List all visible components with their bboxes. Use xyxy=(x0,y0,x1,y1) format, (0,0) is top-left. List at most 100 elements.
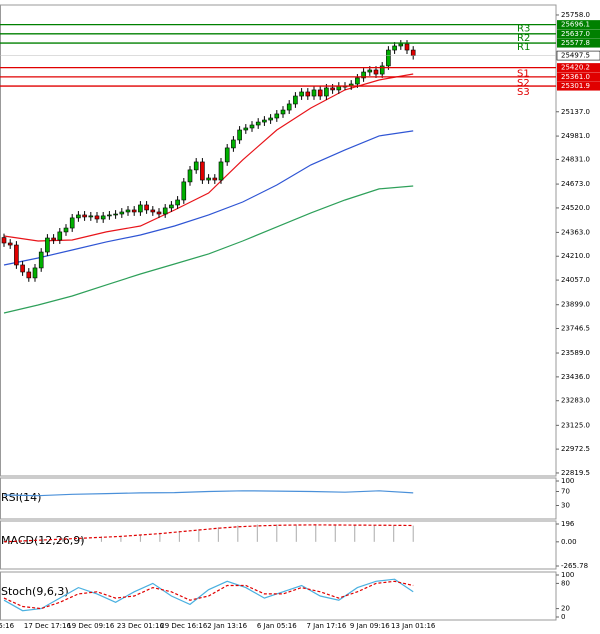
x-tick-label: 9 Jan 09:16 xyxy=(350,622,390,630)
pivot-price-box xyxy=(557,81,600,91)
candle-body xyxy=(268,117,273,121)
candle-body xyxy=(305,91,311,97)
y-tick-label: 0 xyxy=(561,613,565,621)
x-tick-label: 05:16 xyxy=(0,622,15,630)
moving-average xyxy=(3,185,414,314)
y-tick-label: 100 xyxy=(561,477,574,485)
candle-body xyxy=(107,214,112,217)
pivot-price: 25637.0 xyxy=(561,30,590,38)
candle-body xyxy=(392,45,397,51)
y-tick-label: 23589.0 xyxy=(561,349,590,357)
y-tick-label: 23746.5 xyxy=(561,324,590,332)
x-tick-label: 2 Jan 13:16 xyxy=(207,622,247,630)
y-tick-label: 24981.0 xyxy=(561,132,590,140)
candle-body xyxy=(45,237,50,253)
y-tick-label: 22819.5 xyxy=(561,469,590,477)
candle-body xyxy=(162,207,168,215)
candle-body xyxy=(274,113,280,119)
candle-body xyxy=(14,244,19,266)
y-tick-label: 80 xyxy=(561,579,570,587)
y-tick-label: 23283.0 xyxy=(561,397,590,405)
y-tick-label: 23436.0 xyxy=(561,373,590,381)
pivot-name: R2 xyxy=(517,33,530,44)
candle-body xyxy=(324,87,329,97)
candle-body xyxy=(1,237,7,244)
candle-body xyxy=(398,43,404,47)
candle-body xyxy=(69,217,75,229)
pivot-name: R1 xyxy=(517,42,530,53)
moving-average xyxy=(3,130,414,266)
x-tick-label: 13 Jan 01:16 xyxy=(391,622,436,630)
candle-body xyxy=(181,181,187,201)
candle-body xyxy=(131,209,137,213)
y-tick-label: 24831.0 xyxy=(561,155,590,163)
y-tick-label: 22972.5 xyxy=(561,445,590,453)
last-price-box xyxy=(556,50,600,61)
candle-body xyxy=(26,271,32,279)
candle-body xyxy=(299,91,304,97)
candle-body xyxy=(193,161,199,171)
candle-body xyxy=(255,121,261,126)
indicator-line xyxy=(3,578,414,612)
candle-body xyxy=(32,267,38,279)
pivot-name: R3 xyxy=(517,24,530,35)
y-tick-label: 196 xyxy=(561,520,575,528)
candle-body xyxy=(367,69,373,73)
y-tick-label: 24057.0 xyxy=(561,276,590,284)
x-tick-label: 6 Jan 05:16 xyxy=(257,622,297,630)
y-tick-label: 0.00 xyxy=(561,538,577,546)
y-tick-label: 100 xyxy=(561,571,574,579)
candle-body xyxy=(7,242,13,246)
y-tick-label: 25137.0 xyxy=(561,108,590,116)
pivot-name: S1 xyxy=(517,69,530,80)
pivot-price-box xyxy=(557,20,600,30)
candle-body xyxy=(63,227,69,233)
panel-title: RSI(14) xyxy=(1,491,41,504)
y-tick-label: 24520.0 xyxy=(561,204,590,212)
pivot-price: 25361.0 xyxy=(561,73,590,81)
x-tick-label: 29 Dec 16:16 xyxy=(160,622,208,630)
candle-body xyxy=(231,139,236,149)
pivot-price-box xyxy=(557,72,600,82)
candle-body xyxy=(379,65,385,75)
candle-body xyxy=(119,211,125,215)
indicator-line xyxy=(3,490,414,497)
y-tick-label: 23125.0 xyxy=(561,421,590,429)
candle-body xyxy=(212,177,218,181)
pivot-price: 25577.8 xyxy=(561,39,590,47)
candle-body xyxy=(76,214,81,219)
candle-body xyxy=(311,89,317,97)
panel-title: Stoch(9,6,3) xyxy=(1,585,69,598)
candle-body xyxy=(187,169,193,183)
candle-body xyxy=(262,119,267,123)
candle-body xyxy=(200,161,205,181)
candle-body xyxy=(317,89,323,97)
candle-body xyxy=(280,109,286,115)
candle-body xyxy=(100,215,106,220)
y-tick-label: 24210.0 xyxy=(561,252,590,260)
candle-body xyxy=(355,77,360,85)
candle-body xyxy=(218,161,224,181)
pivot-price: 25696.1 xyxy=(561,21,590,29)
candle-body xyxy=(410,49,416,56)
candle-body xyxy=(138,204,143,213)
x-tick-label: 23 Dec 01:16 xyxy=(117,622,165,630)
candle-body xyxy=(51,237,56,241)
y-tick-label: -265.78 xyxy=(561,562,588,570)
y-tick-label: 30 xyxy=(561,502,570,510)
candle-body xyxy=(373,69,379,75)
x-tick-label: 19 Dec 09:16 xyxy=(67,622,115,630)
candle-body xyxy=(243,127,249,131)
last-price: 25497.5 xyxy=(561,52,590,60)
pivot-price-box xyxy=(557,38,600,48)
y-tick-label: 23899.0 xyxy=(561,301,590,309)
candle-body xyxy=(169,204,174,209)
y-tick-label: 20 xyxy=(561,605,570,613)
candle-body xyxy=(94,215,100,220)
pivot-name: S3 xyxy=(517,87,530,98)
candle-body xyxy=(206,177,211,181)
candle-body xyxy=(150,209,156,213)
candle-body xyxy=(144,204,149,211)
y-tick-label: 70 xyxy=(561,488,570,496)
